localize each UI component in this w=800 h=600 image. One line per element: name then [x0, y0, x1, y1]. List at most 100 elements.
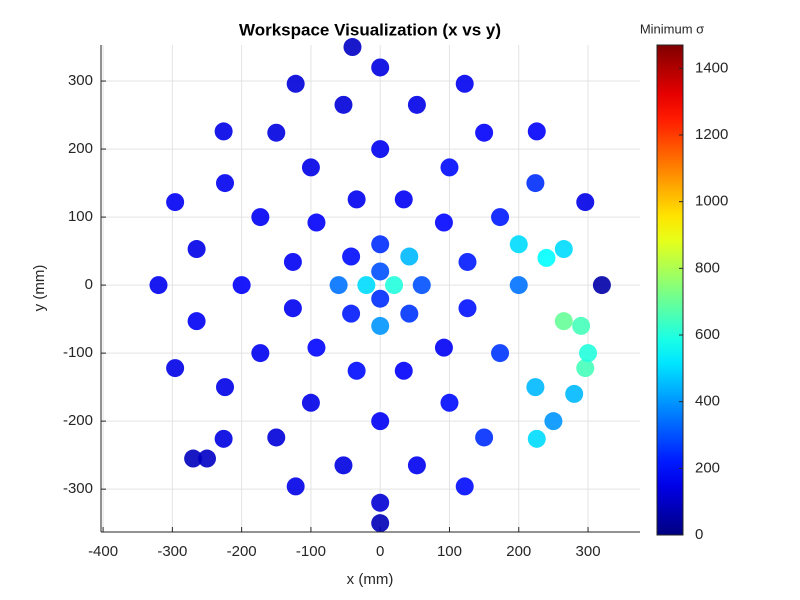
colorbar-tick-label: 1400 [695, 59, 728, 76]
scatter-point [334, 456, 353, 475]
colorbar-tick-label: 1000 [695, 193, 728, 210]
scatter-point [343, 38, 362, 57]
scatter-point [491, 344, 510, 363]
y-axis-label: y (mm) [31, 265, 48, 312]
scatter-point [307, 338, 326, 357]
scatter-point [579, 344, 598, 363]
scatter-point [371, 262, 390, 281]
scatter-point [407, 95, 426, 114]
scatter-point [371, 235, 390, 254]
scatter-point [565, 384, 584, 403]
scatter-point [216, 174, 235, 193]
scatter-point [440, 158, 459, 177]
scatter-point [301, 158, 320, 177]
scatter-point [400, 304, 419, 323]
scatter-point [347, 190, 366, 209]
scatter-point [458, 252, 477, 271]
scatter-point [509, 235, 528, 254]
scatter-point [475, 428, 494, 447]
y-tick-label: -200 [63, 412, 93, 429]
scatter-point [440, 393, 459, 412]
colorbar-tick-label: 600 [695, 326, 720, 343]
colorbar-tick-label: 0 [695, 526, 703, 543]
scatter-point [283, 252, 302, 271]
scatter-point [216, 378, 235, 397]
scatter-point [286, 477, 305, 496]
colorbar-tick-label: 200 [695, 459, 720, 476]
scatter-point [371, 316, 390, 335]
scatter-point [187, 312, 206, 331]
colorbar-label: Minimum σ [640, 21, 704, 36]
scatter-point [407, 456, 426, 475]
scatter-point [491, 208, 510, 227]
x-axis-label: x (mm) [347, 571, 394, 588]
scatter-point [286, 74, 305, 93]
scatter-point [526, 174, 545, 193]
scatter-point [334, 95, 353, 114]
scatter-point [371, 289, 390, 308]
scatter-point [434, 213, 453, 232]
x-tick-label: 300 [576, 543, 601, 560]
colorbar-tick-label: 400 [695, 393, 720, 410]
scatter-point [187, 240, 206, 259]
y-tick-label: 0 [85, 276, 93, 293]
scatter-point [371, 493, 390, 512]
scatter-point [537, 248, 556, 267]
colorbar-tick-label: 1200 [695, 126, 728, 143]
scatter-point [329, 276, 348, 295]
scatter-point [385, 276, 404, 295]
chart-title: Workspace Visualization (x vs y) [239, 20, 501, 39]
scatter-point [214, 429, 233, 448]
y-tick-label: -300 [63, 480, 93, 497]
scatter-point [455, 477, 474, 496]
x-tick-label: -200 [227, 543, 257, 560]
scatter-point [412, 276, 431, 295]
scatter-point [527, 122, 546, 141]
scatter-point [166, 359, 185, 378]
scatter-point [527, 429, 546, 448]
scatter-point [342, 247, 361, 266]
scatter-point [149, 276, 168, 295]
scatter-point [357, 276, 376, 295]
x-tick-label: -100 [296, 543, 326, 560]
scatter-point [371, 514, 390, 533]
colorbar [656, 44, 684, 536]
scatter-point [554, 240, 573, 259]
scatter-point [214, 122, 233, 141]
scatter-point [371, 140, 390, 159]
scatter-point [544, 412, 563, 431]
scatter-point [267, 123, 286, 142]
scatter-point [458, 299, 477, 318]
y-tick-label: 300 [68, 72, 93, 89]
scatter-point [267, 428, 286, 447]
scatter-point [232, 276, 251, 295]
scatter-point [526, 378, 545, 397]
x-tick-label: 100 [437, 543, 462, 560]
scatter-point [342, 304, 361, 323]
scatter-point [475, 123, 494, 142]
scatter-point [400, 247, 419, 266]
scatter-point [184, 449, 203, 468]
scatter-point [283, 299, 302, 318]
scatter-point [509, 276, 528, 295]
colorbar-tick-label: 800 [695, 259, 720, 276]
scatter-point [554, 312, 573, 331]
scatter-point [394, 361, 413, 380]
y-tick-label: 200 [68, 140, 93, 157]
scatter-point [592, 276, 611, 295]
x-tick-label: 0 [376, 543, 384, 560]
scatter-point [347, 361, 366, 380]
scatter-point [576, 193, 595, 212]
scatter-point [301, 393, 320, 412]
scatter-point [371, 58, 390, 77]
y-tick-label: -100 [63, 344, 93, 361]
scatter-point [166, 193, 185, 212]
scatter-point [251, 208, 270, 227]
scatter-point [434, 338, 453, 357]
scatter-point [572, 316, 591, 335]
scatter-point [576, 359, 595, 378]
x-tick-label: 200 [506, 543, 531, 560]
scatter-point [394, 190, 413, 209]
y-tick-label: 100 [68, 208, 93, 225]
